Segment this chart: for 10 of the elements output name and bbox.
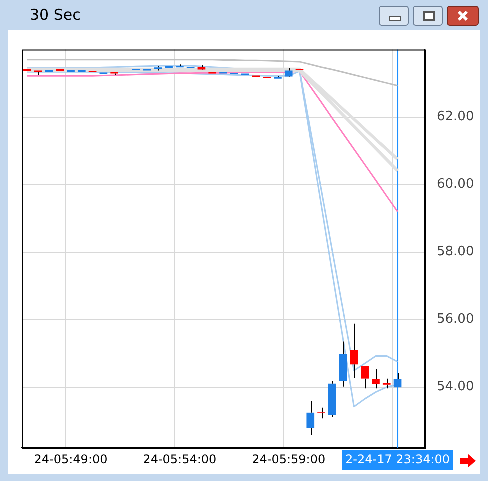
y-tick-label: 54.00 bbox=[437, 380, 474, 395]
x-tick-label: 24-05:49:00 bbox=[34, 452, 108, 466]
y-tick-label: 60.00 bbox=[437, 177, 474, 192]
y-tick-label: 62.00 bbox=[437, 110, 474, 125]
x-tick-label: 2-24-17 23:34:00 bbox=[345, 452, 450, 466]
x-tick-label: 24-05:54:00 bbox=[143, 452, 217, 466]
x-tick-label: 24-05:59:00 bbox=[252, 452, 326, 466]
y-tick-label: 56.00 bbox=[437, 312, 474, 328]
y-tick-label: 58.00 bbox=[437, 244, 474, 260]
chart-title: 30 Sec bbox=[30, 6, 81, 24]
